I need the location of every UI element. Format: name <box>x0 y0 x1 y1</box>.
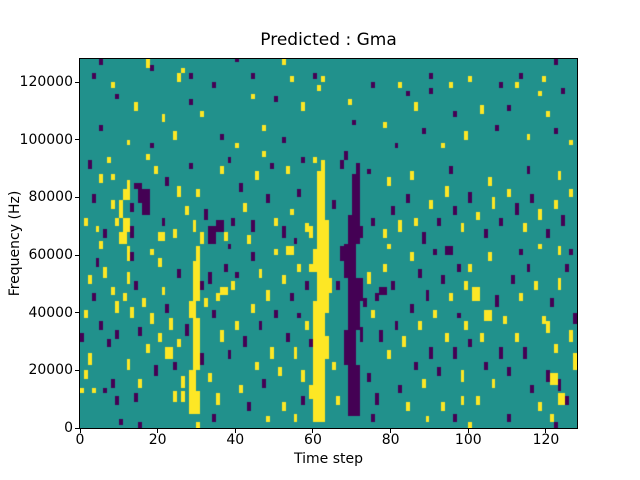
heatmap-canvas <box>80 59 577 428</box>
y-tick-label: 120000 <box>19 74 73 91</box>
y-tick-mark <box>75 312 79 314</box>
y-tick-mark <box>75 427 79 429</box>
x-tick-mark <box>467 429 469 433</box>
y-tick-label: 80000 <box>28 189 73 206</box>
x-tick-mark <box>157 429 159 433</box>
y-tick-mark <box>75 369 79 371</box>
x-tick-mark <box>79 429 81 433</box>
plot-area-frame <box>79 58 578 429</box>
x-tick-label: 80 <box>381 432 400 448</box>
y-tick-mark <box>75 139 79 141</box>
x-tick-label: 20 <box>148 432 167 448</box>
x-tick-label: 60 <box>304 432 322 448</box>
x-tick-mark <box>545 429 547 433</box>
y-tick-mark <box>75 254 79 256</box>
x-tick-mark <box>390 429 392 433</box>
x-tick-mark <box>234 429 236 433</box>
x-tick-label: 0 <box>75 432 85 448</box>
x-tick-label: 120 <box>532 432 560 448</box>
y-tick-mark <box>75 196 79 198</box>
y-tick-label: 20000 <box>28 362 73 379</box>
y-tick-label: 40000 <box>28 304 73 321</box>
x-tick-mark <box>312 429 314 433</box>
y-tick-label: 100000 <box>19 131 73 148</box>
y-tick-mark <box>75 81 79 83</box>
x-tick-label: 40 <box>226 432 245 448</box>
x-tick-label: 100 <box>454 432 482 448</box>
chart-title: Predicted : Gma <box>260 30 397 50</box>
x-axis-label: Time step <box>294 451 363 467</box>
y-tick-label: 60000 <box>28 247 73 264</box>
y-tick-label: 0 <box>64 420 73 436</box>
